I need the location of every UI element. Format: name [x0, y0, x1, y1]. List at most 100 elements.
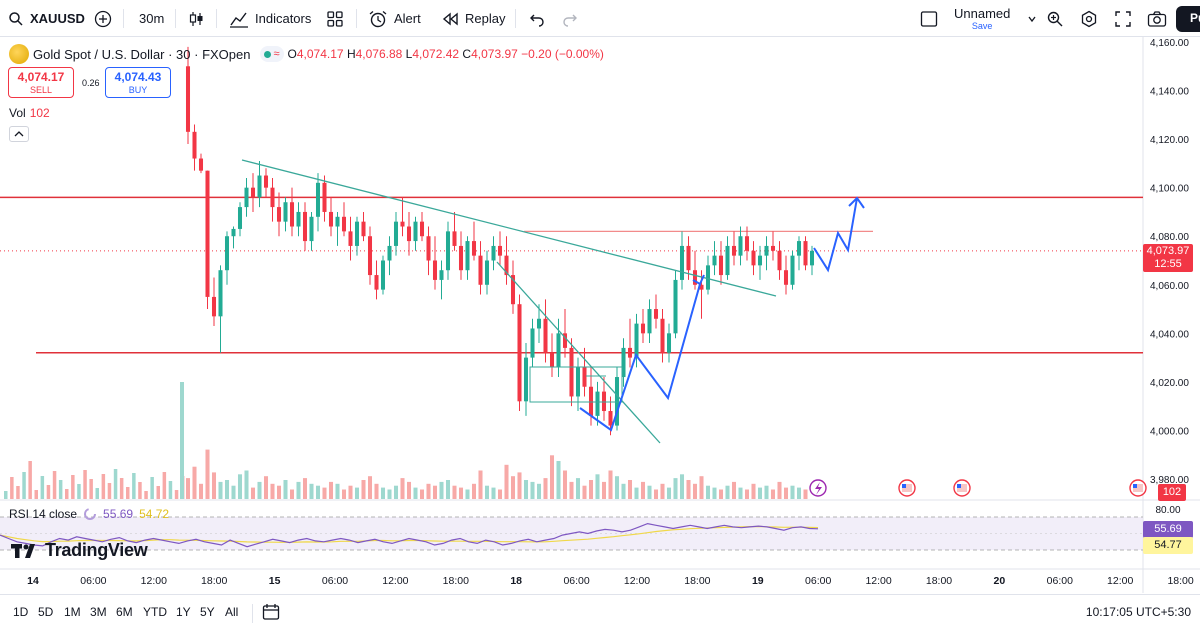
volume-bar	[132, 473, 136, 499]
volume-bar	[119, 478, 124, 499]
symbol-title[interactable]: Gold Spot / U.S. Dollar · 30 · FXOpen	[33, 46, 251, 62]
volume-bar	[803, 489, 808, 499]
candle-body	[289, 202, 295, 227]
rsi-tag-value: 55.69	[1154, 523, 1182, 535]
candle-body	[653, 309, 659, 319]
quick-search-button[interactable]	[1046, 0, 1064, 37]
us-flag-canton-icon	[1133, 484, 1137, 488]
timezone-clock[interactable]: 10:17:05 UTC+5:30	[1085, 605, 1191, 619]
time-tick-label: 06:00	[322, 575, 348, 587]
volume-bar	[562, 470, 568, 499]
chart-area[interactable]: 4,160.00 4,140.00 4,120.00 4,100.00 4,080.00…	[0, 37, 1200, 593]
time-tick-label: 20	[994, 575, 1006, 587]
range-button-ytd[interactable]: YTD	[143, 605, 167, 619]
fullscreen-icon	[1115, 10, 1131, 27]
indicators-label: Indicators	[255, 11, 312, 26]
range-button-5y[interactable]: 5Y	[200, 605, 215, 619]
us-flag-icon	[902, 484, 912, 492]
tradingview-logo[interactable]: TradingView	[11, 540, 148, 561]
indicators-button[interactable]: Indicators	[229, 0, 311, 37]
candle-body	[790, 255, 795, 285]
candle-body	[588, 386, 594, 416]
market-status-pill[interactable]: ≈	[260, 46, 284, 62]
volume-bar	[549, 455, 555, 499]
range-button-all[interactable]: All	[225, 605, 239, 619]
candle-body	[621, 347, 626, 378]
volume-bar	[218, 481, 223, 499]
candle-body	[777, 250, 782, 271]
volume-bar	[439, 481, 444, 499]
low-key: L	[405, 47, 413, 61]
sell-button[interactable]: 4,074.17 SELL	[8, 67, 74, 98]
volume-bar	[46, 485, 51, 499]
candle-body	[738, 236, 743, 256]
volume-bar	[608, 470, 613, 499]
sell-label: SELL	[29, 85, 53, 95]
rsi-axis-top-value: 80.00	[1155, 505, 1181, 516]
volume-bar	[4, 491, 8, 499]
candle-body	[744, 236, 750, 251]
price-tick-label: 4,040.00	[1150, 329, 1189, 340]
low-value: 4,072.42	[412, 47, 460, 61]
range-button-1d[interactable]: 1D	[13, 605, 29, 619]
candle-body	[367, 236, 373, 276]
volume-bar	[231, 485, 236, 499]
volume-bar	[595, 474, 600, 499]
publish-button[interactable]: Pu	[1176, 6, 1200, 32]
collapse-legend-button[interactable]	[9, 126, 29, 142]
range-button-5d[interactable]: 5D	[38, 605, 54, 619]
candle-body	[562, 333, 568, 348]
redo-button[interactable]	[562, 0, 578, 37]
chart-legend: Gold Spot / U.S. Dollar · 30 · FXOpen ≈ …	[9, 44, 604, 64]
price-tick-label: 4,060.00	[1150, 281, 1189, 292]
volume-bar	[185, 478, 191, 499]
last-price-value: 4,073.97	[1146, 245, 1190, 257]
volume-bar	[679, 474, 685, 499]
candle-body	[484, 260, 490, 285]
layout-select-button[interactable]: Unnamed Save	[920, 0, 1038, 37]
alert-button[interactable]: Alert	[368, 0, 421, 37]
go-to-date-button[interactable]	[262, 603, 280, 624]
candle-body	[660, 318, 665, 353]
volume-bar	[101, 474, 106, 499]
volume-bar	[718, 489, 724, 499]
toolbar-divider	[356, 9, 357, 28]
candle-body	[601, 391, 607, 412]
range-button-1y[interactable]: 1Y	[176, 605, 191, 619]
volume-bar	[569, 481, 574, 499]
volume-legend[interactable]: Vol 102	[9, 106, 50, 120]
rsi-legend[interactable]: RSI 14 close 55.69 54.72	[9, 507, 169, 521]
range-button-1m[interactable]: 1M	[64, 605, 81, 619]
volume-bar	[224, 480, 230, 499]
buy-button[interactable]: 4,074.43 BUY	[105, 67, 171, 98]
volume-bar	[138, 482, 142, 499]
fullscreen-button[interactable]	[1114, 0, 1132, 37]
chart-canvas[interactable]: 4,160.00 4,140.00 4,120.00 4,100.00 4,080.00…	[0, 37, 1200, 593]
volume-bar	[406, 481, 412, 499]
loading-spinner-icon	[84, 508, 97, 520]
compare-symbol-button[interactable]	[94, 0, 112, 37]
snapshot-button[interactable]	[1147, 0, 1167, 37]
range-button-3m[interactable]: 3M	[90, 605, 107, 619]
volume-bar	[426, 483, 431, 499]
candle-body	[764, 245, 769, 256]
templates-button[interactable]	[326, 0, 344, 37]
volume-bar	[315, 485, 321, 499]
chart-type-button[interactable]	[187, 0, 205, 37]
symbol-search-button[interactable]: XAUUSD	[8, 0, 85, 37]
volume-bar	[393, 485, 399, 499]
replay-button[interactable]: Replay	[441, 0, 505, 37]
undo-button[interactable]	[529, 0, 545, 37]
volume-bar	[144, 491, 148, 499]
volume-bar	[575, 478, 581, 499]
interval-button[interactable]: 30m	[139, 0, 164, 37]
settings-button[interactable]	[1080, 0, 1098, 37]
range-button-6m[interactable]: 6M	[116, 605, 133, 619]
candle-body	[757, 255, 763, 266]
volume-bar	[530, 481, 535, 499]
volume-bar	[270, 483, 275, 499]
volume-bar	[309, 483, 314, 499]
camera-icon	[1147, 10, 1167, 27]
candle-body	[257, 175, 262, 198]
time-tick-label: 15	[269, 575, 281, 587]
